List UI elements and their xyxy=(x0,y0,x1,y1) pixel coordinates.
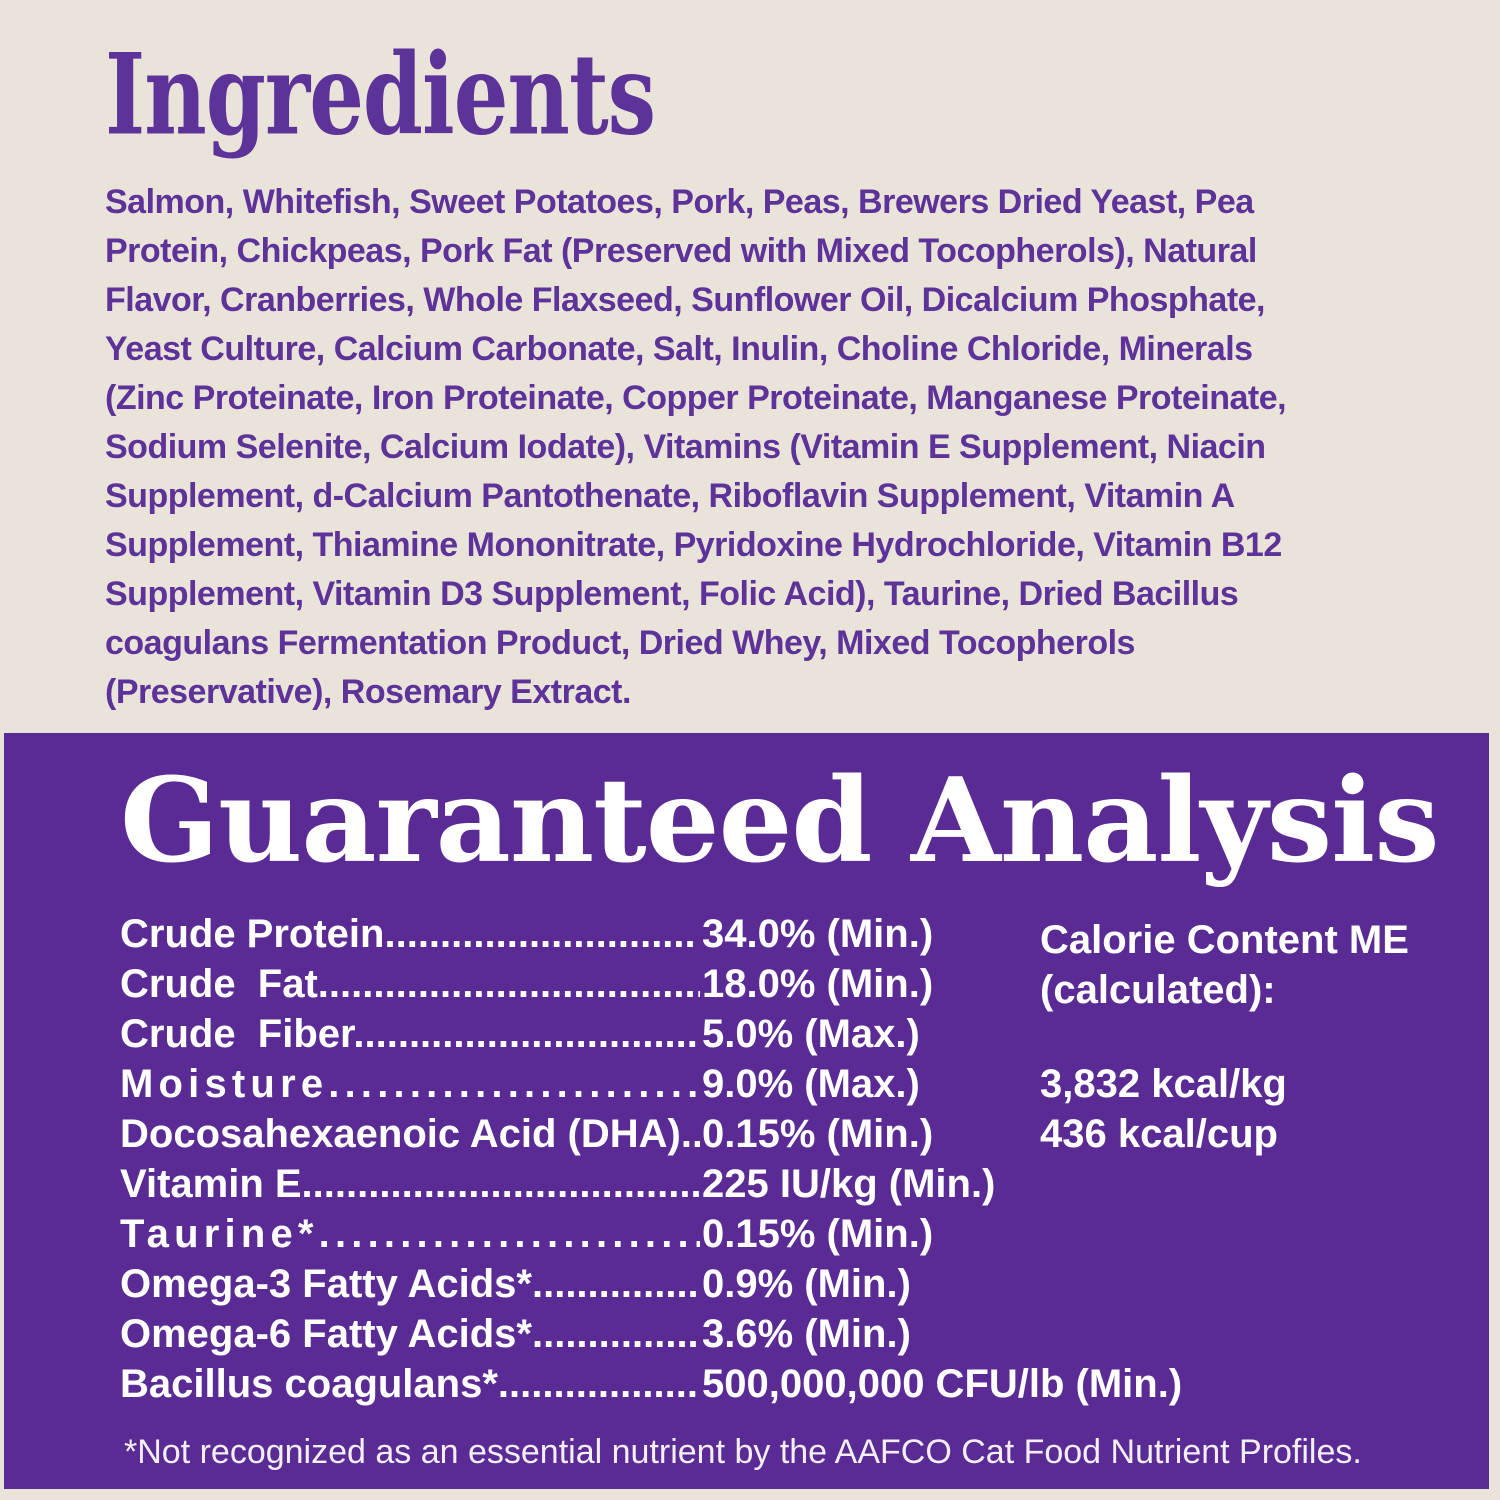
nutrient-label: Moisture........................... xyxy=(120,1062,700,1106)
nutrient-value: 18.0% (Min.) xyxy=(702,962,934,1006)
nutrient-value: 0.15% (Min.) xyxy=(702,1212,934,1256)
analysis-row-crude-fiber: Crude Fiber.............................… xyxy=(120,1009,1040,1059)
nutrient-value: 3.6% (Min.) xyxy=(702,1312,911,1356)
guaranteed-analysis-title: Guaranteed Analysis xyxy=(120,753,1440,889)
calorie-kcal-per-cup: 436 kcal/cup xyxy=(1040,1112,1278,1156)
nutrient-label: Omega-3 Fatty Acids*................ xyxy=(120,1262,700,1306)
analysis-row-omega-6: Omega-6 Fatty Acids*................ 3.6… xyxy=(120,1309,1040,1359)
analysis-table: Crude Protein...........................… xyxy=(120,909,1182,1409)
analysis-row-taurine: Taurine*......................... 0.15% … xyxy=(120,1209,1040,1259)
nutrient-value: 0.15% (Min.) xyxy=(702,1112,934,1156)
analysis-row-moisture: Moisture........................... 9.0%… xyxy=(120,1059,1040,1109)
calorie-kcal-per-kg: 3,832 kcal/kg xyxy=(1040,1062,1287,1106)
analysis-row-dha: Docosahexaenoic Acid (DHA)..... 0.15% (M… xyxy=(120,1109,1040,1159)
analysis-row-omega-3: Omega-3 Fatty Acids*................ 0.9… xyxy=(120,1259,1040,1309)
calorie-content-block: Calorie Content ME (calculated): 3,832 k… xyxy=(1040,909,1409,1409)
analysis-row-vitamin-e: Vitamin E...............................… xyxy=(120,1159,1040,1209)
nutrient-value: 9.0% (Max.) xyxy=(702,1062,920,1106)
calorie-content-heading-line1: Calorie Content ME xyxy=(1040,918,1409,962)
guaranteed-analysis-panel: Guaranteed Analysis Crude Protein.......… xyxy=(4,733,1489,1489)
ingredients-title: Ingredients xyxy=(105,29,656,161)
nutrient-value: 500,000,000 CFU/lb (Min.) xyxy=(702,1362,1183,1406)
nutrient-value: 5.0% (Max.) xyxy=(702,1012,920,1056)
calorie-values: 3,832 kcal/kg 436 kcal/cup xyxy=(1040,1059,1409,1159)
nutrient-label: Crude Fat...............................… xyxy=(120,962,700,1006)
nutrient-label: Docosahexaenoic Acid (DHA)..... xyxy=(120,1112,700,1156)
nutrient-label: Crude Fiber.............................… xyxy=(120,1012,698,1056)
analysis-row-bacillus-coagulans: Bacillus coagulans*................... 5… xyxy=(120,1359,1182,1409)
analysis-row-crude-protein: Crude Protein...........................… xyxy=(120,909,1040,959)
nutrient-label: Taurine*......................... xyxy=(120,1212,700,1256)
nutrient-label: Bacillus coagulans*................... xyxy=(120,1362,700,1406)
ingredients-text: Salmon, Whitefish, Sweet Potatoes, Pork,… xyxy=(105,183,1287,711)
nutrient-label: Crude Protein...........................… xyxy=(120,912,696,956)
nutrient-value: 34.0% (Min.) xyxy=(702,912,934,956)
nutrient-label: Omega-6 Fatty Acids*................ xyxy=(120,1312,700,1356)
calorie-content-heading-line2: (calculated): xyxy=(1040,968,1276,1012)
nutrient-value: 225 IU/kg (Min.) xyxy=(702,1162,996,1206)
nutrient-label: Vitamin E...............................… xyxy=(120,1162,700,1206)
aafco-footnote: *Not recognized as an essential nutrient… xyxy=(124,1433,1362,1471)
nutrient-value: 0.9% (Min.) xyxy=(702,1262,911,1306)
analysis-row-crude-fat: Crude Fat...............................… xyxy=(120,959,1040,1009)
ingredients-section: Ingredients Salmon, Whitefish, Sweet Pot… xyxy=(0,0,1500,717)
analysis-body: Crude Protein...........................… xyxy=(120,909,1489,1409)
